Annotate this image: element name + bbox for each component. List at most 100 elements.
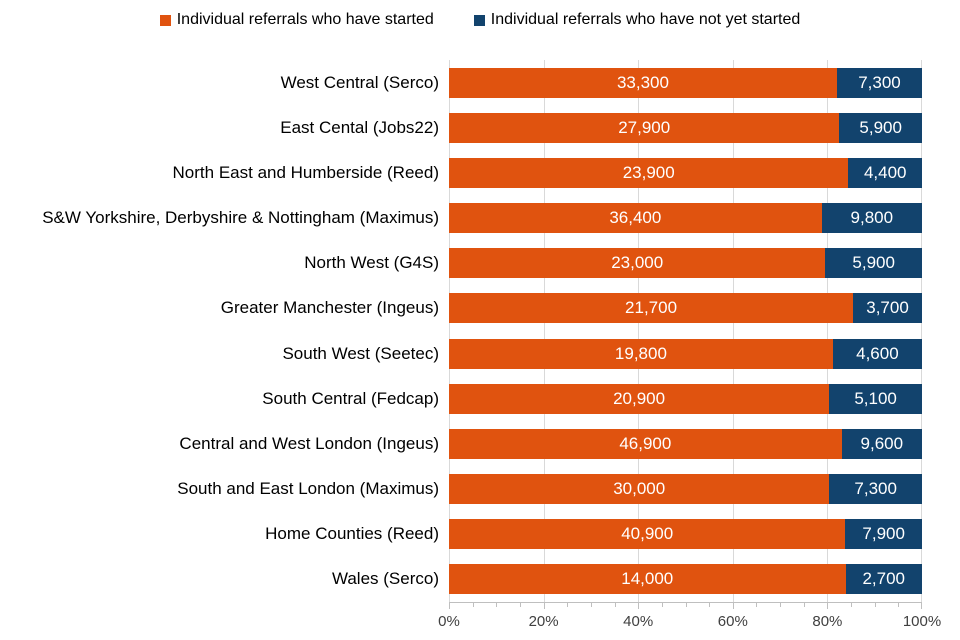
chart-row: Greater Manchester (Ingeus) 21,700 3,700 [0, 286, 960, 331]
bar-segment-not-started: 5,900 [825, 248, 922, 279]
bar-value-started: 27,900 [618, 117, 671, 137]
minor-tick-5pct [472, 603, 474, 607]
bar-value-started: 46,900 [619, 433, 672, 453]
x-axis: 0% 20% 40% 60% 80% 100% [438, 602, 941, 640]
gridline-100pct [921, 60, 922, 602]
bar-value-not-started: 9,800 [850, 208, 894, 228]
bar-track: 23,900 4,400 [449, 157, 922, 188]
gridline-20pct [543, 60, 545, 602]
bar-value-not-started: 9,600 [860, 433, 904, 453]
category-label: South West (Seetec) [282, 343, 439, 363]
bar-track: 46,900 9,600 [449, 428, 922, 459]
minor-tick-65pct [756, 603, 758, 607]
legend-item-0: Individual referrals who have started [159, 11, 434, 29]
bar-segment-started: 21,700 [449, 293, 854, 324]
bar-value-not-started: 2,700 [862, 569, 906, 589]
category-label: Home Counties (Reed) [265, 524, 439, 544]
x-tick-label-40pct: 40% [623, 613, 654, 630]
x-tick-label-0pct: 0% [438, 613, 460, 630]
bar-segment-not-started: 9,600 [841, 428, 922, 459]
major-tick-60pct [732, 603, 734, 609]
major-tick-0pct [449, 603, 450, 609]
bar-track: 21,700 3,700 [449, 293, 922, 324]
minor-tick-75pct [803, 603, 805, 607]
chart-row: West Central (Serco) 33,300 7,300 [0, 60, 960, 105]
bar-segment-not-started: 9,800 [821, 203, 922, 234]
minor-tick-55pct [709, 603, 711, 607]
minor-tick-15pct [519, 603, 521, 607]
bar-track: 40,900 7,900 [449, 519, 922, 550]
minor-tick-85pct [851, 603, 853, 607]
bar-track: 27,900 5,900 [449, 112, 922, 143]
bar-value-started: 36,400 [609, 208, 662, 228]
bar-value-not-started: 7,900 [862, 524, 905, 544]
chart-row: S&W Yorkshire, Derbyshire & Nottingham (… [0, 195, 960, 240]
legend-swatch-icon [159, 14, 171, 26]
bar-segment-started: 23,900 [449, 157, 849, 188]
major-tick-40pct [638, 603, 640, 609]
bar-value-started: 33,300 [616, 72, 669, 92]
bar-value-not-started: 4,400 [863, 162, 907, 182]
bar-track: 30,000 7,300 [449, 473, 922, 504]
gridline-60pct [732, 60, 734, 602]
bar-track: 14,000 2,700 [449, 564, 922, 595]
major-tick-80pct [827, 603, 829, 609]
bar-segment-not-started: 7,300 [829, 473, 922, 504]
bar-value-started: 20,900 [613, 388, 666, 408]
category-label: Central and West London (Ingeus) [179, 433, 439, 453]
gridlines [449, 60, 922, 602]
bar-track: 19,800 4,600 [449, 338, 922, 369]
bar-segment-started: 40,900 [449, 519, 846, 550]
x-tick-label-20pct: 20% [528, 613, 559, 630]
legend-label: Individual referrals who have started [176, 11, 434, 28]
bar-segment-started: 14,000 [449, 564, 846, 595]
gridline-0pct [449, 60, 450, 602]
legend-item-1: Individual referrals who have not yet st… [473, 11, 801, 29]
bar-value-not-started: 3,700 [866, 298, 909, 318]
bar-segment-started: 30,000 [449, 473, 830, 504]
chart-row: North West (G4S) 23,000 5,900 [0, 241, 960, 286]
legend-swatch-icon [473, 14, 485, 26]
legend-label: Individual referrals who have not yet st… [490, 11, 801, 28]
category-label: Greater Manchester (Ingeus) [220, 298, 439, 318]
major-tick-20pct [543, 603, 545, 609]
bar-segment-not-started: 2,700 [845, 564, 922, 595]
bar-segment-not-started: 4,400 [848, 157, 922, 188]
bar-value-not-started: 4,600 [856, 343, 899, 363]
bar-value-started: 23,900 [622, 162, 675, 182]
category-label: S&W Yorkshire, Derbyshire & Nottingham (… [42, 208, 439, 228]
category-label: South and East London (Maximus) [177, 478, 439, 498]
bar-track: 20,900 5,100 [449, 383, 922, 414]
chart-row: South Central (Fedcap) 20,900 5,100 [0, 376, 960, 421]
bar-segment-started: 20,900 [449, 383, 830, 414]
bar-track: 33,300 7,300 [449, 67, 922, 98]
bar-value-not-started: 7,300 [858, 72, 901, 92]
category-label: North East and Humberside (Reed) [172, 162, 439, 182]
category-label: West Central (Serco) [280, 72, 439, 92]
bar-segment-not-started: 5,900 [839, 112, 922, 143]
minor-tick-50pct [685, 603, 687, 607]
category-label: East Cental (Jobs22) [280, 117, 439, 137]
bar-value-not-started: 5,100 [854, 388, 897, 408]
chart-row: South West (Seetec) 19,800 4,600 [0, 331, 960, 376]
bar-segment-started: 27,900 [449, 112, 840, 143]
bar-segment-not-started: 7,300 [836, 67, 922, 98]
bar-segment-started: 46,900 [449, 428, 842, 459]
minor-tick-30pct [590, 603, 592, 607]
bar-track: 23,000 5,900 [449, 248, 922, 279]
x-tick-label-80pct: 80% [812, 613, 843, 630]
chart-row: Home Counties (Reed) 40,900 7,900 [0, 512, 960, 557]
bar-value-not-started: 5,900 [852, 253, 895, 273]
bar-segment-not-started: 5,100 [829, 383, 922, 414]
gridline-80pct [827, 60, 829, 602]
chart-row: North East and Humberside (Reed) 23,900 4,… [0, 150, 960, 195]
bar-value-started: 19,800 [614, 343, 667, 363]
minor-tick-25pct [567, 603, 569, 607]
bar-segment-started: 19,800 [449, 338, 833, 369]
x-tick-label-60pct: 60% [717, 613, 748, 630]
bar-segment-started: 23,000 [449, 248, 826, 279]
chart-row: Wales (Serco) 14,000 2,700 [0, 557, 960, 602]
bar-segment-not-started: 3,700 [853, 293, 922, 324]
bar-segment-started: 33,300 [449, 67, 837, 98]
